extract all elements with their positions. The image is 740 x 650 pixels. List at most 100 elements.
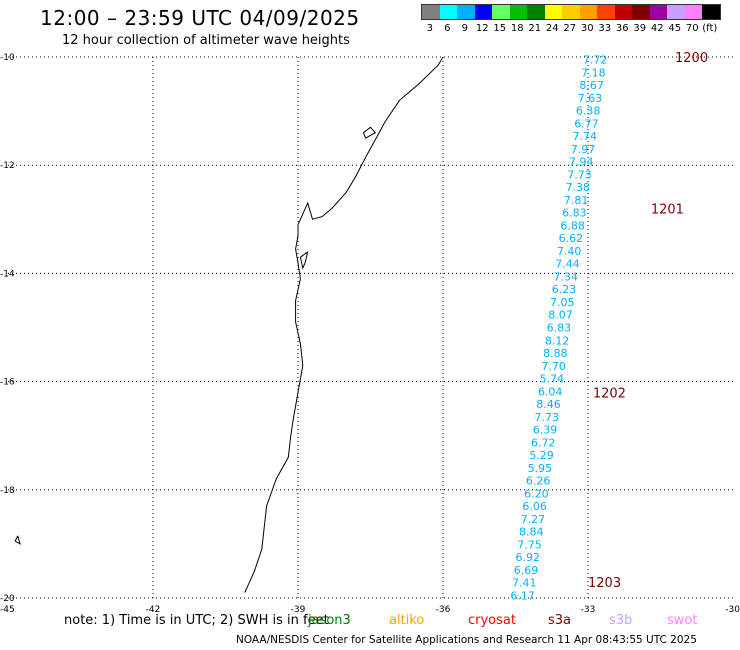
wave-height-point: 6.06 bbox=[522, 500, 547, 513]
wave-height-point: 7.41 bbox=[512, 577, 537, 590]
legend-swatch bbox=[562, 5, 580, 19]
wave-height-point: 6.83 bbox=[562, 207, 587, 220]
wave-height-point: 5.74 bbox=[540, 373, 565, 386]
wave-height-point: 6.92 bbox=[516, 551, 541, 564]
legend-swatch bbox=[632, 5, 650, 19]
legend-swatch bbox=[649, 5, 667, 19]
legend-swatches bbox=[421, 4, 721, 20]
satellite-label-altiko: altiko bbox=[389, 613, 425, 628]
legend-label: (ft) bbox=[702, 23, 718, 34]
wave-height-point: 7.81 bbox=[564, 194, 589, 207]
legend-swatch bbox=[439, 5, 457, 19]
legend-swatch bbox=[474, 5, 492, 19]
wave-height-point: 6.23 bbox=[552, 283, 577, 296]
legend-label: 30 bbox=[580, 23, 594, 34]
coastline bbox=[244, 56, 444, 593]
x-tick-label: -42 bbox=[146, 605, 161, 615]
x-tick-label: -33 bbox=[581, 605, 596, 615]
wave-height-point: 7.72 bbox=[583, 54, 608, 67]
wave-height-point: 8.12 bbox=[545, 334, 570, 347]
legend-swatch bbox=[544, 5, 562, 19]
y-tick-label: -16 bbox=[0, 378, 15, 388]
wave-height-point: 6.39 bbox=[533, 424, 558, 437]
wave-height-point: 7.63 bbox=[578, 92, 603, 105]
legend-label: 6 bbox=[444, 23, 451, 34]
wave-height-point: 6.69 bbox=[514, 564, 539, 577]
legend-label: 24 bbox=[545, 23, 559, 34]
wave-height-point: 7.73 bbox=[535, 411, 560, 424]
wave-height-point: 6.38 bbox=[576, 105, 601, 118]
legend-swatch bbox=[597, 5, 615, 19]
wave-height-point: 6.20 bbox=[524, 487, 549, 500]
pass-time-label: 1200 bbox=[675, 51, 708, 66]
wave-height-point: 8.07 bbox=[548, 309, 573, 322]
wave-height-point: 7.74 bbox=[572, 130, 597, 143]
x-tick-label: -45 bbox=[0, 605, 15, 615]
satellite-label-s3b: s3b bbox=[609, 613, 633, 628]
legend-label: 33 bbox=[598, 23, 612, 34]
wave-height-point: 6.04 bbox=[538, 385, 563, 398]
legend-labels: 3 6 9 12 15 18 21 24 27 30 33 36 39 42 45 70 (ft) bbox=[421, 23, 721, 34]
y-tick-label: -18 bbox=[0, 486, 15, 496]
wave-height-point: 6.72 bbox=[531, 436, 556, 449]
satellite-label-jason3: jason3 bbox=[308, 613, 351, 628]
credit-line: NOAA/NESDIS Center for Satellite Applica… bbox=[236, 634, 697, 646]
footer-note: note: 1) Time is in UTC; 2) SWH is in fe… bbox=[64, 613, 329, 628]
legend-label: 39 bbox=[633, 23, 647, 34]
wave-height-point: 7.34 bbox=[553, 270, 578, 283]
legend-swatch bbox=[509, 5, 527, 19]
wave-height-point: 5.95 bbox=[528, 462, 553, 475]
wave-height-point: 6.83 bbox=[547, 322, 572, 335]
coastline-island bbox=[14, 535, 21, 545]
wave-height-point: 8.88 bbox=[543, 347, 568, 360]
legend-swatch bbox=[579, 5, 597, 19]
wave-height-point: 7.44 bbox=[555, 258, 580, 271]
wave-height-point: 7.70 bbox=[541, 360, 566, 373]
wave-height-point: 7.18 bbox=[581, 66, 606, 79]
legend-label: 27 bbox=[563, 23, 577, 34]
wave-height-point: 6.17 bbox=[510, 589, 535, 602]
legend-swatch bbox=[684, 5, 702, 19]
wave-height-point: 7.75 bbox=[517, 538, 542, 551]
legend-label: 36 bbox=[615, 23, 629, 34]
legend-label: 42 bbox=[650, 23, 664, 34]
wave-height-point: 8.46 bbox=[536, 398, 561, 411]
wave-height-point: 7.05 bbox=[550, 296, 575, 309]
legend-label: 18 bbox=[510, 23, 524, 34]
pass-time-label: 1203 bbox=[588, 576, 621, 591]
legend-label: 12 bbox=[475, 23, 489, 34]
wave-height-point: 7.94 bbox=[569, 156, 594, 169]
legend-swatch bbox=[614, 5, 632, 19]
legend-label: 70 bbox=[685, 23, 699, 34]
wave-height-point: 8.67 bbox=[579, 79, 604, 92]
page-title: 12:00 – 23:59 UTC 04/09/2025 bbox=[40, 6, 360, 30]
legend-label: 45 bbox=[668, 23, 682, 34]
satellite-label-cryosat: cryosat bbox=[468, 613, 516, 628]
wave-height-point: 7.73 bbox=[567, 168, 592, 181]
wave-height-point: 7.40 bbox=[557, 245, 582, 258]
pass-time-label: 1202 bbox=[593, 386, 626, 401]
legend-swatch bbox=[527, 5, 545, 19]
wave-height-point: 7.97 bbox=[571, 143, 596, 156]
legend-swatch bbox=[702, 5, 720, 19]
y-tick-label: -20 bbox=[0, 594, 15, 604]
y-tick-label: -10 bbox=[0, 53, 15, 63]
y-tick-label: -14 bbox=[0, 269, 15, 279]
legend-label: 15 bbox=[493, 23, 507, 34]
x-tick-label: -30 bbox=[725, 605, 740, 615]
x-tick-label: -39 bbox=[291, 605, 306, 615]
wave-height-point: 6.62 bbox=[559, 232, 584, 245]
x-tick-label: -36 bbox=[436, 605, 451, 615]
satellite-label-swot: swot bbox=[667, 613, 698, 628]
legend-swatch bbox=[457, 5, 475, 19]
wave-height-point: 6.88 bbox=[560, 219, 585, 232]
wave-height-point: 8.84 bbox=[519, 526, 544, 539]
wave-height-point: 7.38 bbox=[566, 181, 591, 194]
wave-height-point: 6.26 bbox=[526, 475, 551, 488]
color-legend: 3 6 9 12 15 18 21 24 27 30 33 36 39 42 45 70 (ft) bbox=[421, 4, 721, 34]
coastline-island bbox=[362, 126, 377, 139]
legend-label: 21 bbox=[528, 23, 542, 34]
coastline-island bbox=[299, 251, 309, 270]
wave-height-point: 6.77 bbox=[574, 117, 599, 130]
